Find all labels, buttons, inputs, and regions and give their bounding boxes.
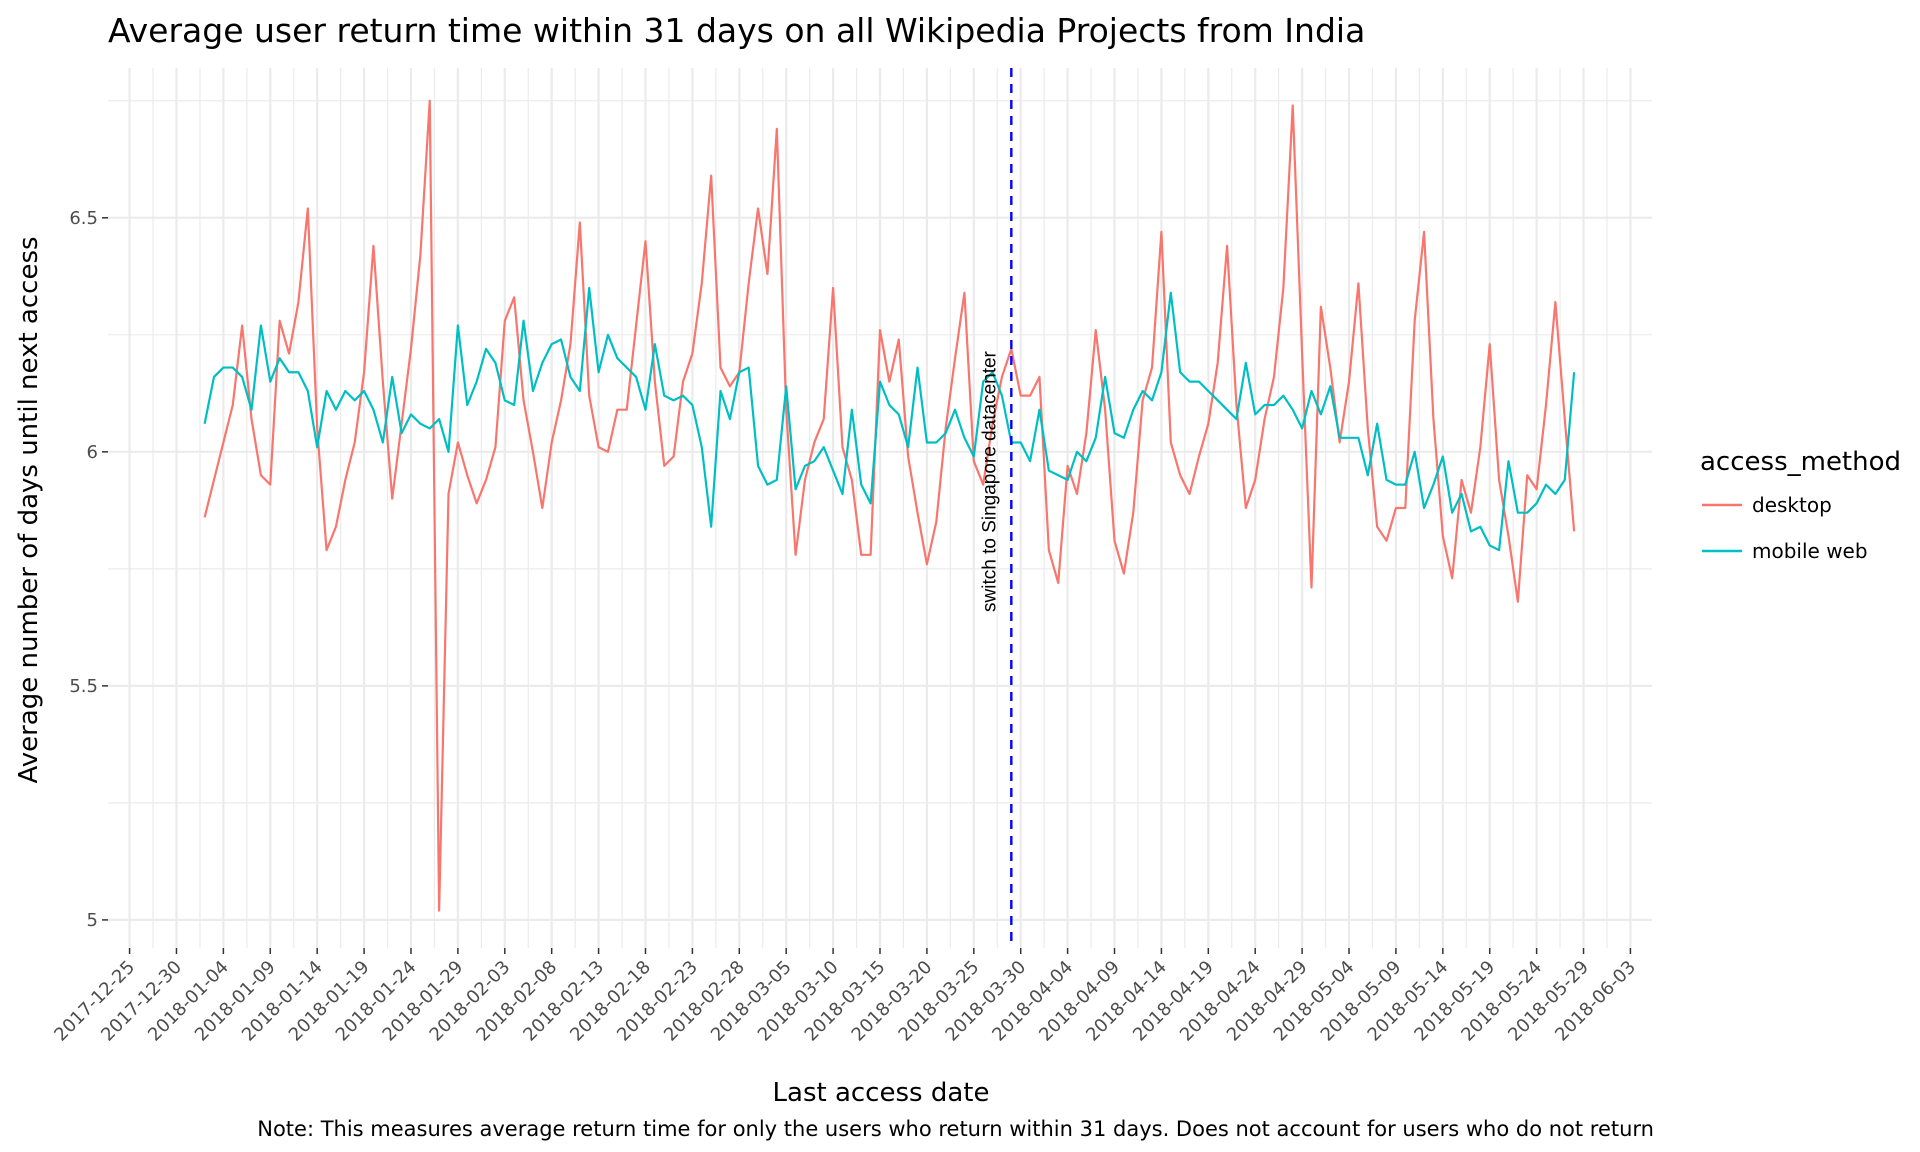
y-axis: 5 5.5 6 6.5 <box>69 208 108 931</box>
chart-caption: Note: This measures average return time … <box>257 1117 1654 1141</box>
y-tick-label: 6 <box>87 442 98 463</box>
grid-minor <box>108 68 1652 948</box>
series-layer <box>203 99 1576 912</box>
legend-label-desktop: desktop <box>1752 493 1832 517</box>
x-axis-title: Last access date <box>773 1078 990 1108</box>
y-tick-label: 5.5 <box>69 676 98 697</box>
x-axis: 2017-12-252017-12-302018-01-042018-01-09… <box>50 948 1640 1046</box>
legend-label-mobile-web: mobile web <box>1752 539 1868 563</box>
y-tick-label: 5 <box>87 910 98 931</box>
legend: access_method desktop mobile web <box>1700 447 1901 563</box>
legend-title: access_method <box>1700 447 1901 477</box>
series-line-mobile-web <box>203 286 1576 552</box>
grid-major <box>108 68 1652 948</box>
y-tick-label: 6.5 <box>69 208 98 229</box>
vline-layer: switch to Singapore datacenter <box>979 68 1013 948</box>
chart-title: Average user return time within 31 days … <box>108 11 1365 50</box>
y-axis-title: Average number of days until next access <box>14 236 44 783</box>
vline-annotation: switch to Singapore datacenter <box>979 350 1000 612</box>
series-line-desktop <box>203 99 1576 912</box>
